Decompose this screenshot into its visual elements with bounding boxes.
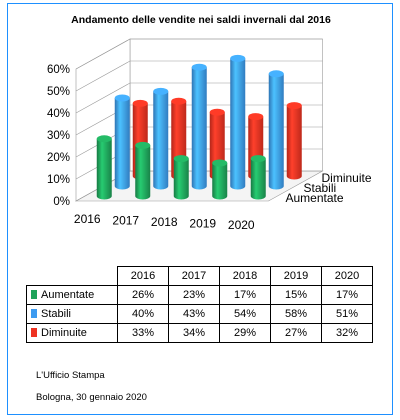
legend-entry: Aumentate	[26, 285, 118, 305]
legend-label: Aumentate	[41, 289, 95, 301]
table-corner	[27, 267, 118, 286]
table-cell: 43%	[168, 304, 220, 324]
table-row: Aumentate 26% 23% 17% 15% 17%	[26, 285, 373, 305]
gridline	[75, 38, 323, 70]
bar-stabili-2018	[191, 63, 207, 190]
table-cell: 17%	[321, 285, 373, 305]
bar-stabili-2020	[268, 70, 284, 190]
legend-label: Stabili	[41, 308, 71, 320]
table-header-year: 2020	[321, 266, 373, 286]
bar-stabili-2017	[153, 87, 169, 190]
bar-stabili-2019	[230, 54, 246, 190]
table-header-year: 2019	[270, 266, 322, 286]
bar-diminuite-2020	[286, 102, 302, 180]
footer-place-date: Bologna, 30 gennaio 2020	[36, 392, 147, 403]
y-tick-label: 60%	[47, 64, 70, 76]
table-cell: 33%	[117, 323, 169, 343]
y-tick-label: 20%	[47, 152, 70, 164]
table-cell: 29%	[219, 323, 271, 343]
table-header-year: 2018	[219, 266, 271, 286]
bar-aumentate-2017	[135, 141, 151, 200]
data-table: 2016 2017 2018 2019 2020 Aumentate 26% 23% 17% 15…	[26, 266, 373, 343]
legend-label: Diminuite	[41, 327, 87, 339]
table-header-year: 2016	[117, 266, 169, 286]
series-axis-label: Stabili	[304, 181, 337, 195]
legend-entry: Stabili	[26, 304, 118, 324]
series-axis-label: Diminuite	[322, 171, 372, 185]
table-cell: 51%	[321, 304, 373, 324]
x-tick-label: 2017	[112, 214, 139, 228]
table-cell: 54%	[219, 304, 271, 324]
table-row: Stabili 40% 43% 54% 58% 51%	[26, 304, 373, 324]
table-header-year: 2017	[168, 266, 220, 286]
y-tick-label: 0%	[53, 196, 70, 208]
chart-plot: 0% 10% 20% 30% 40% 50% 60% 2016 2017 2018 2019 2020…	[47, 38, 372, 232]
bar-aumentate-2019	[212, 159, 228, 200]
legend-entry: Diminuite	[26, 323, 118, 343]
x-tick-label: 2016	[74, 212, 101, 226]
table-cell: 15%	[270, 285, 322, 305]
x-tick-label: 2018	[151, 215, 178, 229]
gridline	[75, 60, 323, 92]
gridline	[75, 82, 323, 114]
bar-aumentate-2020	[250, 155, 266, 200]
footer-office: L'Ufficio Stampa	[36, 370, 105, 381]
table-cell: 27%	[270, 323, 322, 343]
chart-title: Andamento delle vendite nei saldi invern…	[71, 14, 331, 26]
table-cell: 32%	[321, 323, 373, 343]
legend-swatch	[31, 290, 37, 299]
bar-aumentate-2016	[96, 135, 112, 200]
x-tick-label: 2020	[228, 218, 255, 232]
x-tick-label: 2019	[189, 217, 216, 231]
table-cell: 23%	[168, 285, 220, 305]
y-tick-label: 10%	[47, 174, 70, 186]
bar-stabili-2016	[114, 94, 130, 190]
series-axis-label: Aumentate	[286, 191, 344, 205]
y-tick-label: 50%	[47, 86, 70, 98]
legend-swatch	[31, 309, 37, 318]
gridline	[75, 104, 323, 136]
chart-frame: Andamento delle vendite nei saldi invern…	[7, 3, 393, 415]
table-cell: 40%	[117, 304, 169, 324]
bar-aumentate-2018	[173, 155, 189, 200]
table-row: Diminuite 33% 34% 29% 27% 32%	[26, 323, 373, 343]
table-cell: 58%	[270, 304, 322, 324]
legend-swatch	[31, 328, 37, 337]
y-tick-label: 40%	[47, 108, 70, 120]
table-header-row: 2016 2017 2018 2019 2020	[27, 266, 373, 286]
y-tick-label: 30%	[47, 130, 70, 142]
table-cell: 34%	[168, 323, 220, 343]
table-cell: 26%	[117, 285, 169, 305]
table-cell: 17%	[219, 285, 271, 305]
